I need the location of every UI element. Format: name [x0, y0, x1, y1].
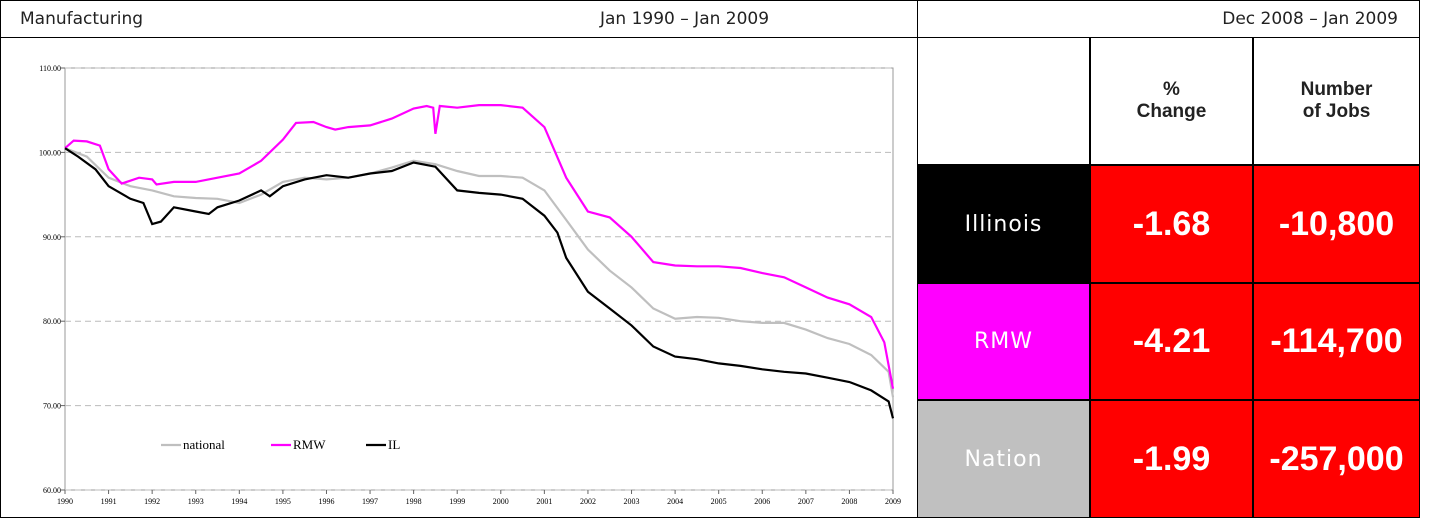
column-header: Number of Jobs	[1253, 37, 1420, 165]
x-tick-label: 1994	[231, 497, 247, 506]
y-tick-label: 90.00	[43, 233, 61, 242]
x-tick-label: 1997	[362, 497, 378, 506]
x-tick-label: 1992	[144, 497, 160, 506]
y-tick-label: 70.00	[43, 402, 61, 411]
y-tick-label: 110.00	[39, 64, 61, 73]
header-cell	[917, 37, 1090, 165]
value-cell: -114,700	[1253, 283, 1420, 400]
value-cell: -4.21	[1090, 283, 1253, 400]
row-label: Illinois	[917, 165, 1090, 283]
table-range: Dec 2008 – Jan 2009	[1222, 9, 1398, 29]
value-cell: -1.99	[1090, 400, 1253, 518]
x-tick-label: 2000	[493, 497, 509, 506]
line	[64, 147, 895, 419]
x-tick-label: 2003	[624, 497, 640, 506]
legend-label: IL	[388, 437, 400, 452]
x-tick-label: 2002	[580, 497, 596, 506]
legend-label: national	[183, 437, 225, 452]
header-rule	[0, 37, 1420, 38]
x-tick-label: 2005	[711, 497, 727, 506]
row-label: Nation	[917, 400, 1090, 518]
line	[64, 147, 895, 398]
x-tick-label: 2008	[841, 497, 857, 506]
value-cell: -10,800	[1253, 165, 1420, 283]
column-header: % Change	[1090, 37, 1253, 165]
chart: 60.00 70.00 80.00 90.00 100.00 110.00 1990 1991…	[39, 64, 901, 506]
x-tick-label: 1993	[188, 497, 204, 506]
legend-label: RMW	[293, 437, 326, 452]
x-tick-label: 2001	[536, 497, 552, 506]
x-tick-label: 1998	[406, 497, 422, 506]
line	[64, 104, 895, 389]
y-tick-label: 80.00	[43, 317, 61, 326]
x-tick-label: 1990	[57, 497, 73, 506]
x-tick-label: 1995	[275, 497, 291, 506]
x-tick-label: 2004	[667, 497, 683, 506]
plot-frame	[64, 67, 894, 491]
row-label: RMW	[917, 283, 1090, 400]
y-tick-label: 100.00	[39, 148, 61, 157]
y-tick-label: 60.00	[43, 486, 61, 495]
x-tick-label: 1991	[101, 497, 117, 506]
x-tick-label: 2009	[885, 497, 901, 506]
value-cell: -257,000	[1253, 400, 1420, 518]
x-tick-label: 2006	[754, 497, 770, 506]
value-cell: -1.68	[1090, 165, 1253, 283]
header-title: Manufacturing	[20, 9, 144, 29]
x-tick-label: 2007	[798, 497, 814, 506]
header-range: Jan 1990 – Jan 2009	[600, 9, 770, 29]
x-tick-label: 1999	[449, 497, 465, 506]
x-tick-label: 1996	[318, 497, 334, 506]
